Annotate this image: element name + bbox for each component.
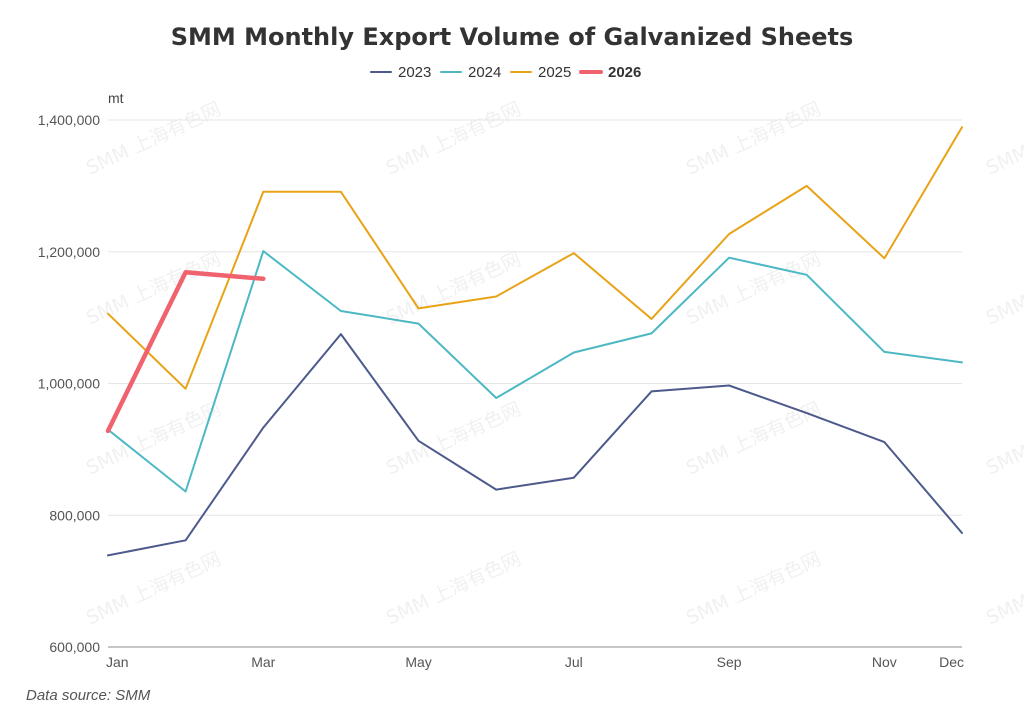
- series-line-2023: [107, 333, 963, 557]
- grid-layer: [108, 119, 962, 516]
- series-line-2025: [107, 126, 963, 390]
- watermark-text: SMM 上海有色网: [683, 548, 825, 630]
- watermark-text: SMM 上海有色网: [683, 398, 825, 480]
- x-tick-label: Jan: [106, 654, 129, 670]
- x-tick-label: May: [405, 654, 431, 670]
- watermark-text: SMM 上海有色网: [83, 98, 225, 180]
- watermark-text: SMM 上海有色网: [383, 398, 525, 480]
- x-tick-label: Jul: [565, 654, 583, 670]
- watermark-text: SMM 上海有色网: [83, 548, 225, 630]
- watermark-text: SMM 上海有色网: [83, 248, 225, 330]
- data-source-note: Data source: SMM: [26, 687, 151, 704]
- x-tick-label: Nov: [872, 654, 897, 670]
- legend-label: 2024: [468, 64, 501, 81]
- legend-item-2024[interactable]: 2024: [440, 64, 501, 81]
- x-tick-label: Dec: [939, 654, 964, 670]
- legend-label: 2025: [538, 64, 571, 81]
- legend-item-2026[interactable]: 2026: [579, 64, 641, 81]
- chart-title: SMM Monthly Export Volume of Galvanized …: [171, 23, 854, 51]
- x-tick-label: Mar: [251, 654, 275, 670]
- y-axis-unit-label: mt: [108, 90, 124, 106]
- series-line-2026: [105, 269, 266, 434]
- axis-layer: 600,000 800,000 1,000,000 1,200,000 1,400,00…: [38, 112, 964, 670]
- x-tick-label: Sep: [717, 654, 742, 670]
- watermark-text: SMM 上海有色网: [983, 98, 1024, 180]
- watermark-text: SMM 上海有色网: [983, 548, 1024, 630]
- watermark-text: SMM 上海有色网: [383, 98, 525, 180]
- legend-item-2025[interactable]: 2025: [510, 64, 571, 81]
- series-layer: [105, 126, 963, 557]
- watermark-text: SMM 上海有色网: [983, 248, 1024, 330]
- watermark-text: SMM 上海有色网: [983, 398, 1024, 480]
- watermark-text: SMM 上海有色网: [683, 98, 825, 180]
- y-tick-label: 1,200,000: [38, 244, 100, 260]
- watermark-text: SMM 上海有色网: [383, 248, 525, 330]
- legend: 2023 2024 2025 2026: [370, 64, 641, 81]
- y-tick-label: 600,000: [49, 639, 100, 655]
- y-tick-label: 1,400,000: [38, 112, 100, 128]
- legend-label: 2023: [398, 64, 431, 81]
- legend-item-2023[interactable]: 2023: [370, 64, 431, 81]
- legend-label: 2026: [608, 64, 641, 81]
- watermark-text: SMM 上海有色网: [383, 548, 525, 630]
- y-tick-label: 1,000,000: [38, 376, 100, 392]
- y-tick-label: 800,000: [49, 507, 100, 523]
- series-line-2024: [107, 250, 963, 493]
